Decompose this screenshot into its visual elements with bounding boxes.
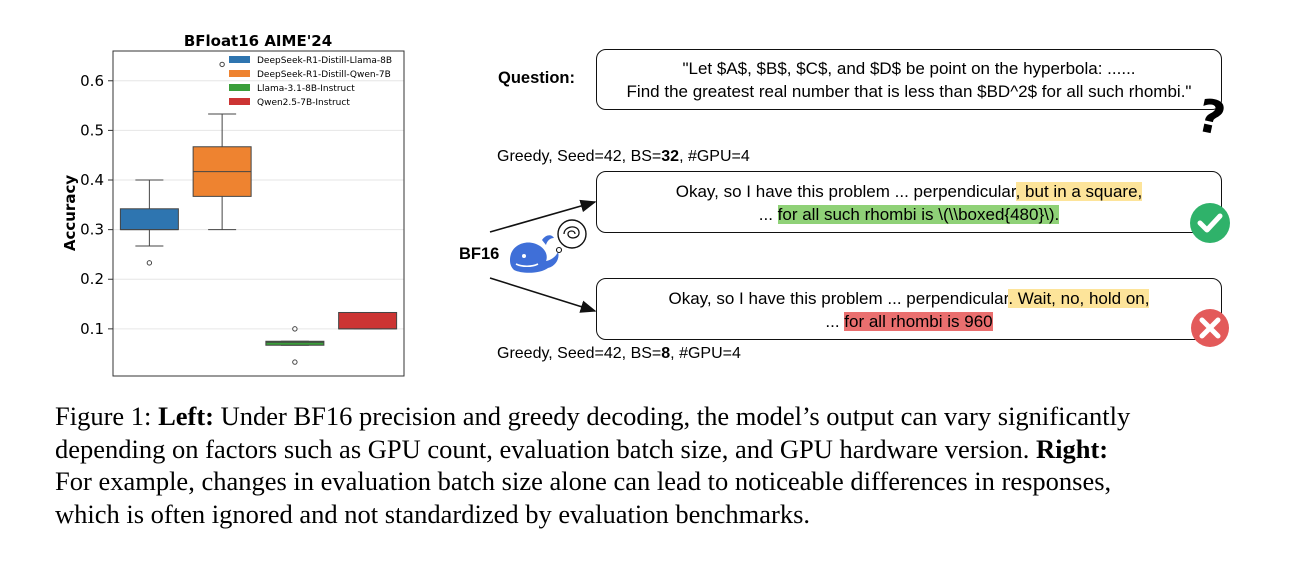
whale-icon (510, 235, 559, 273)
correct-response-box: Okay, so I have this problem ... perpend… (596, 171, 1222, 233)
correct-response-line-2: ... for all such rhombi is \(\\boxed{480… (597, 203, 1221, 226)
caption-line-3: For example, changes in evaluation batch… (55, 466, 1112, 496)
caption-left-label: Left: (158, 401, 214, 431)
top-config-prefix: Greedy, Seed=42, BS= (497, 148, 662, 165)
legend-label: Qwen2.5-7B-Instruct (257, 98, 350, 108)
caption-line2-text: depending on factors such as GPU count, … (55, 433, 1036, 464)
thinking-bubble-icon (555, 219, 587, 254)
cross-icon (1191, 309, 1229, 347)
legend-swatch (229, 70, 250, 77)
wrong-line1-plain: Okay, so I have this problem ... perpend… (668, 289, 1009, 308)
arrow-to-correct (489, 199, 597, 233)
wrong-response-line-1: Okay, so I have this problem ... perpend… (597, 287, 1221, 310)
box-4 (338, 311, 398, 330)
top-run-config: Greedy, Seed=42, BS=32, #GPU=4 (497, 148, 750, 166)
arrow-to-wrong (489, 277, 597, 313)
legend-label: DeepSeek-R1-Distill-Llama-8B (257, 56, 392, 66)
caption-line-1: Figure 1: Left: Under BF16 precision and… (55, 400, 1250, 433)
y-tick-label: 0.5 (80, 121, 104, 139)
correct-line1-plain: Okay, so I have this problem ... perpend… (675, 182, 1016, 201)
outlier-point (146, 260, 153, 266)
question-label: Question: (498, 69, 575, 87)
wrong-response-box: Okay, so I have this problem ... perpend… (596, 278, 1222, 340)
bf16-label: BF16 (459, 245, 500, 263)
figure-caption: Figure 1: Left: Under BF16 precision and… (55, 400, 1250, 530)
legend-label: Llama-3.1-8B-Instruct (257, 84, 355, 94)
legend-label: DeepSeek-R1-Distill-Qwen-7B (257, 70, 391, 80)
box-series-group (119, 61, 398, 365)
checkmark-icon (1190, 203, 1230, 243)
diagram-graphics (489, 199, 597, 313)
grid-lines (113, 80, 404, 330)
caption-right-label: Right: (1035, 433, 1109, 464)
bottom-config-prefix: Greedy, Seed=42, BS= (497, 345, 662, 362)
box-3 (265, 326, 325, 365)
y-tick-label: 0.1 (80, 320, 104, 338)
box-body (338, 311, 398, 330)
outlier-point (292, 326, 298, 332)
y-tick-label: 0.3 (80, 221, 104, 239)
outlier-point (292, 359, 298, 365)
legend-swatch (229, 56, 250, 63)
box-1 (119, 179, 179, 266)
caption-line-4: which is often ignored and not standardi… (55, 498, 811, 529)
y-axis: 0.1 0.2 0.3 0.4 0.5 0.6 (80, 72, 113, 338)
outlier-point (219, 61, 225, 68)
caption-line-2: depending on factors such as GPU count, … (55, 433, 1250, 466)
top-config-suffix: , #GPU=4 (679, 148, 750, 165)
question-box: "Let $A$, $B$, $C$, and $D$ be point on … (596, 49, 1222, 110)
bottom-run-config: Greedy, Seed=42, BS=8, #GPU=4 (497, 345, 741, 363)
legend: DeepSeek-R1-Distill-Llama-8B DeepSeek-R1-… (229, 56, 392, 108)
correct-line1-highlight: , but in a square, (1015, 182, 1143, 201)
box-plot-chart: BFloat16 AIME'24 0.1 0.2 0.3 0.4 0.5 0.6 Accu… (61, 32, 405, 377)
wrong-line1-highlight: . Wait, no, hold on, (1008, 289, 1150, 308)
chart-title: BFloat16 AIME'24 (184, 32, 332, 50)
box-body (119, 208, 179, 231)
question-line-2: Find the greatest real number that is le… (626, 82, 1192, 101)
bottom-config-suffix: , #GPU=4 (670, 345, 741, 362)
box-body (265, 340, 325, 346)
wrong-response-line-2: ... for all rhombi is 960 (597, 310, 1221, 333)
y-tick-label: 0.4 (80, 171, 104, 189)
box-2 (192, 61, 252, 231)
question-line-1: "Let $A$, $B$, $C$, and $D$ be point on … (682, 59, 1136, 78)
caption-line1-text: Under BF16 precision and greedy decoding… (213, 401, 1131, 431)
correct-line2-plain: ... (758, 205, 778, 224)
correct-line2-highlight: for all such rhombi is \(\\boxed{480}\). (777, 205, 1060, 224)
top-config-bs: 32 (661, 148, 680, 165)
correct-response-line-1: Okay, so I have this problem ... perpend… (597, 180, 1221, 203)
y-axis-label: Accuracy (61, 175, 79, 251)
y-tick-label: 0.2 (80, 270, 104, 288)
legend-swatch (229, 98, 250, 105)
legend-swatch (229, 84, 250, 91)
caption-figure-number: Figure 1: (55, 401, 159, 431)
y-tick-label: 0.6 (80, 72, 104, 90)
wrong-line2-plain: ... (825, 312, 845, 331)
bottom-config-bs: 8 (661, 345, 671, 362)
wrong-line2-highlight: for all rhombi is 960 (844, 312, 993, 331)
plot-frame (112, 50, 405, 377)
